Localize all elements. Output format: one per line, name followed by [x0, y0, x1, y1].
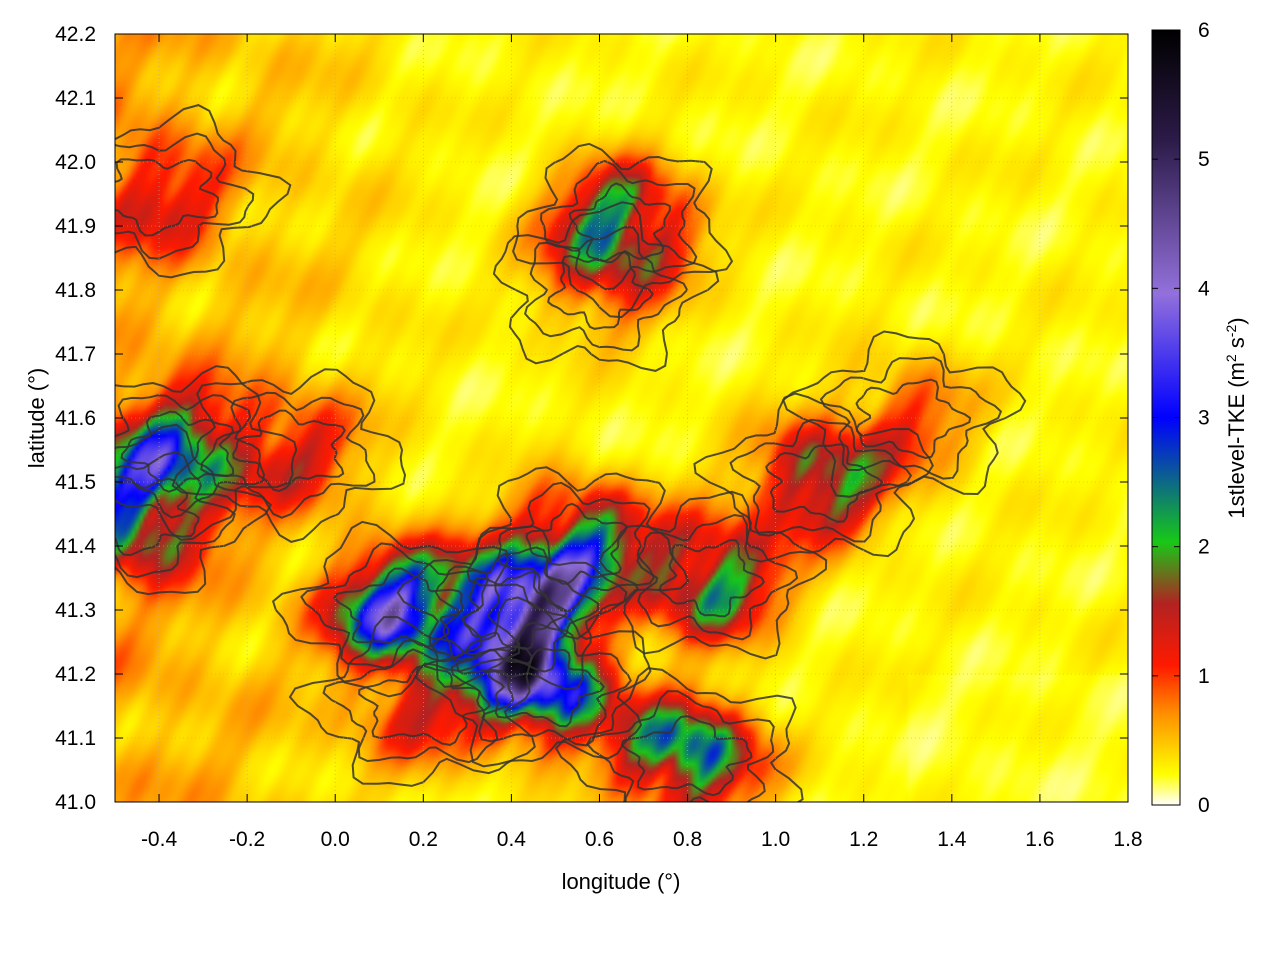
- contour-line: [115, 132, 255, 260]
- contour-line: [819, 356, 1003, 480]
- contour-line: [547, 251, 654, 330]
- contour-line: [115, 104, 292, 279]
- y-tick-label: 41.1: [55, 727, 96, 750]
- x-tick-label: 1.0: [761, 828, 790, 851]
- contour-line: [497, 481, 656, 612]
- y-tick-label: 41.5: [55, 471, 96, 494]
- contour-line: [585, 690, 775, 802]
- y-tick-label: 41.3: [55, 599, 96, 622]
- contour-line: [782, 330, 1027, 498]
- contour-line: [115, 451, 236, 579]
- contour-line: [333, 567, 464, 648]
- x-tick-label: 0.8: [673, 828, 702, 851]
- x-axis: -0.4 -0.2 0.0 0.2 0.4 0.6 0.8 1.0 1.2 1.4 1.6 1.8: [141, 34, 1143, 851]
- contour-line: [115, 394, 266, 519]
- contour-line: [512, 142, 734, 319]
- contour-line: [115, 423, 273, 596]
- contour-line: [200, 391, 376, 519]
- contour-line: [115, 365, 298, 541]
- x-tick-label: 1.2: [849, 828, 878, 851]
- contour-line: [358, 664, 491, 746]
- contour-line: [396, 525, 628, 691]
- colorbar-tick-label: 6: [1198, 19, 1210, 42]
- x-tick-label: 0.0: [321, 828, 350, 851]
- x-tick-label: -0.2: [229, 828, 265, 851]
- colorbar-tick-label: 5: [1198, 148, 1210, 171]
- colorbar-tick-label: 4: [1198, 277, 1210, 300]
- contour-line: [120, 410, 235, 493]
- x-axis-title: longitude (°): [562, 869, 681, 894]
- y-tick-label: 42.0: [55, 151, 96, 174]
- contour-line: [765, 443, 884, 523]
- contour-line: [466, 466, 690, 640]
- contour-line: [288, 616, 536, 787]
- contour-line: [232, 409, 346, 493]
- contour-line: [855, 378, 972, 460]
- terrain-contours: [115, 104, 1027, 802]
- colorbar-ticks: 0 1 2 3 4 5 6: [1152, 19, 1210, 817]
- x-tick-label: -0.4: [141, 828, 178, 851]
- x-tick-label: 0.2: [409, 828, 438, 851]
- y-tick-label: 42.2: [55, 23, 96, 46]
- contour-line: [171, 368, 407, 543]
- contour-line: [322, 639, 515, 764]
- colorbar-tick-label: 2: [1198, 536, 1210, 559]
- contour-line: [485, 647, 606, 728]
- colorbar: 0 1 2 3 4 5 6 1stlevel-TKE (m2 s-2): [1151, 19, 1249, 817]
- contour-line: [115, 158, 219, 237]
- contour-line: [636, 513, 799, 641]
- x-tick-label: 1.6: [1025, 828, 1054, 851]
- contour-line: [620, 715, 753, 797]
- y-tick-label: 41.6: [55, 407, 96, 430]
- colorbar-tick-label: 0: [1198, 794, 1210, 817]
- y-tick-label: 41.4: [55, 535, 96, 558]
- contour-line: [658, 539, 765, 618]
- x-tick-label: 0.4: [497, 828, 527, 851]
- y-axis: 41.0 41.1 41.2 41.3 41.4 41.5 41.6 41.7 41.8 41.9…: [55, 23, 1128, 814]
- y-tick-label: 41.2: [55, 663, 96, 686]
- colorbar-tick-label: 1: [1198, 665, 1210, 688]
- contour-line: [554, 667, 804, 802]
- y-tick-label: 41.0: [55, 791, 96, 814]
- tke-heatmap: [115, 34, 1128, 802]
- x-tick-label: 0.6: [585, 828, 614, 851]
- y-tick-label: 41.8: [55, 279, 96, 302]
- plot-area: [114, 33, 1129, 803]
- contour-line: [115, 477, 200, 557]
- x-tick-label: 1.8: [1113, 828, 1142, 851]
- contour-line: [415, 596, 652, 768]
- contour-line: [300, 542, 490, 669]
- contour-line: [525, 502, 628, 585]
- contour-line: [729, 418, 913, 543]
- y-tick-label: 41.9: [55, 215, 96, 238]
- colorbar-title: 1stlevel-TKE (m2 s-2): [1223, 317, 1249, 518]
- colorbar-tick-label: 3: [1198, 407, 1210, 430]
- y-axis-title: latitude (°): [24, 368, 49, 469]
- x-tick-label: 1.4: [937, 828, 967, 851]
- y-tick-label: 42.1: [55, 87, 96, 110]
- y-tick-label: 41.7: [55, 343, 96, 366]
